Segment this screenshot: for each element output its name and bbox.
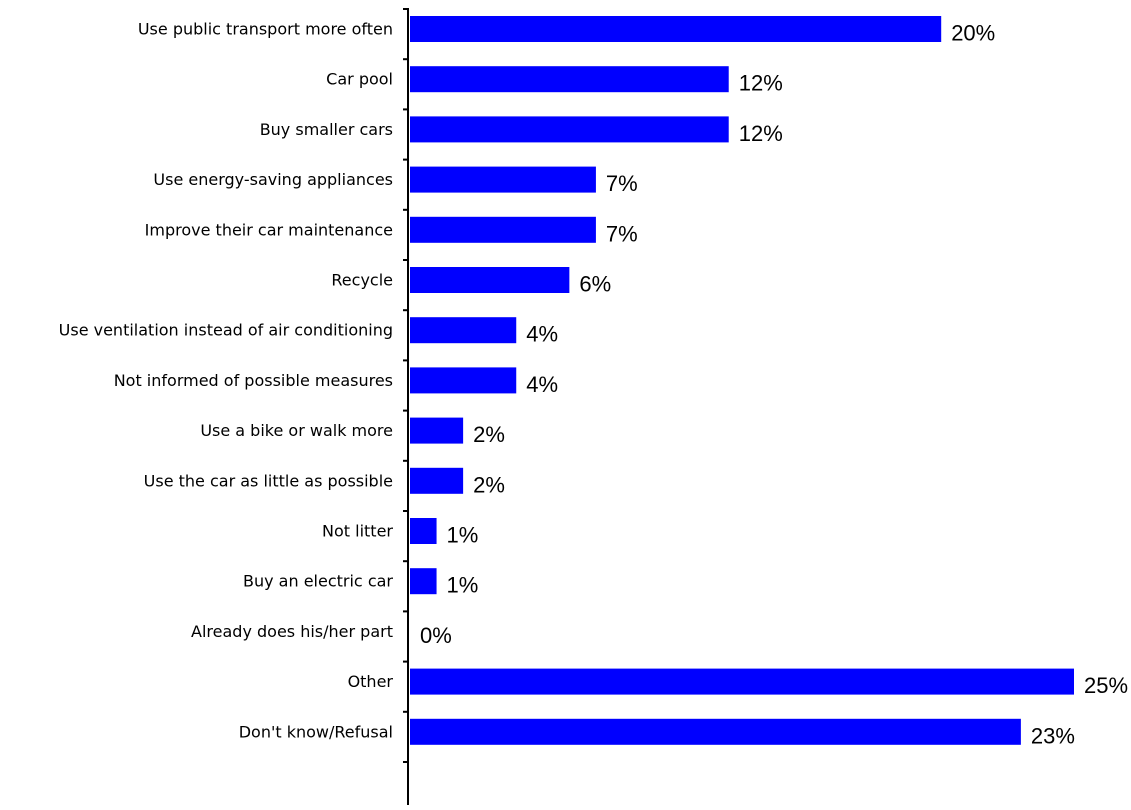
category-label: Use the car as little as possible [144, 471, 393, 490]
category-label: Car pool [326, 70, 393, 89]
bar [410, 467, 464, 494]
value-label: 2% [473, 422, 505, 447]
category-label: Don't know/Refusal [239, 722, 393, 741]
bar [410, 66, 729, 93]
value-label: 4% [526, 372, 558, 397]
category-label: Recycle [331, 271, 393, 290]
bar [410, 166, 596, 193]
category-label: Buy smaller cars [260, 120, 393, 139]
bar [410, 367, 517, 394]
value-label: 7% [606, 221, 638, 246]
category-label: Use ventilation instead of air condition… [59, 321, 393, 340]
bar [410, 568, 437, 595]
value-label: 0% [420, 623, 452, 648]
bar [410, 216, 596, 243]
category-label: Improve their car maintenance [145, 220, 393, 239]
category-label: Other [348, 672, 394, 691]
bar [410, 718, 1021, 745]
bar [410, 116, 729, 143]
value-label: 1% [447, 573, 479, 598]
value-label: 12% [739, 121, 783, 146]
value-label: 2% [473, 472, 505, 497]
value-label: 6% [579, 272, 611, 297]
bar [410, 16, 942, 42]
value-label: 25% [1084, 673, 1128, 698]
value-label: 7% [606, 171, 638, 196]
category-label: Buy an electric car [243, 572, 393, 591]
bar [410, 267, 570, 293]
bar [410, 417, 464, 444]
bar [410, 317, 517, 344]
category-label: Use energy-saving appliances [153, 170, 393, 189]
bar [410, 668, 1074, 695]
value-label: 20% [951, 21, 995, 46]
value-label: 23% [1031, 723, 1075, 748]
category-label: Not informed of possible measures [114, 371, 393, 390]
category-label: Use public transport more often [138, 20, 393, 39]
category-label: Already does his/her part [191, 622, 393, 641]
category-label: Use a bike or walk more [200, 421, 393, 440]
value-label: 12% [739, 71, 783, 96]
value-label: 4% [526, 322, 558, 347]
bar [410, 518, 437, 544]
category-label: Not litter [322, 522, 393, 541]
value-label: 1% [447, 523, 479, 548]
